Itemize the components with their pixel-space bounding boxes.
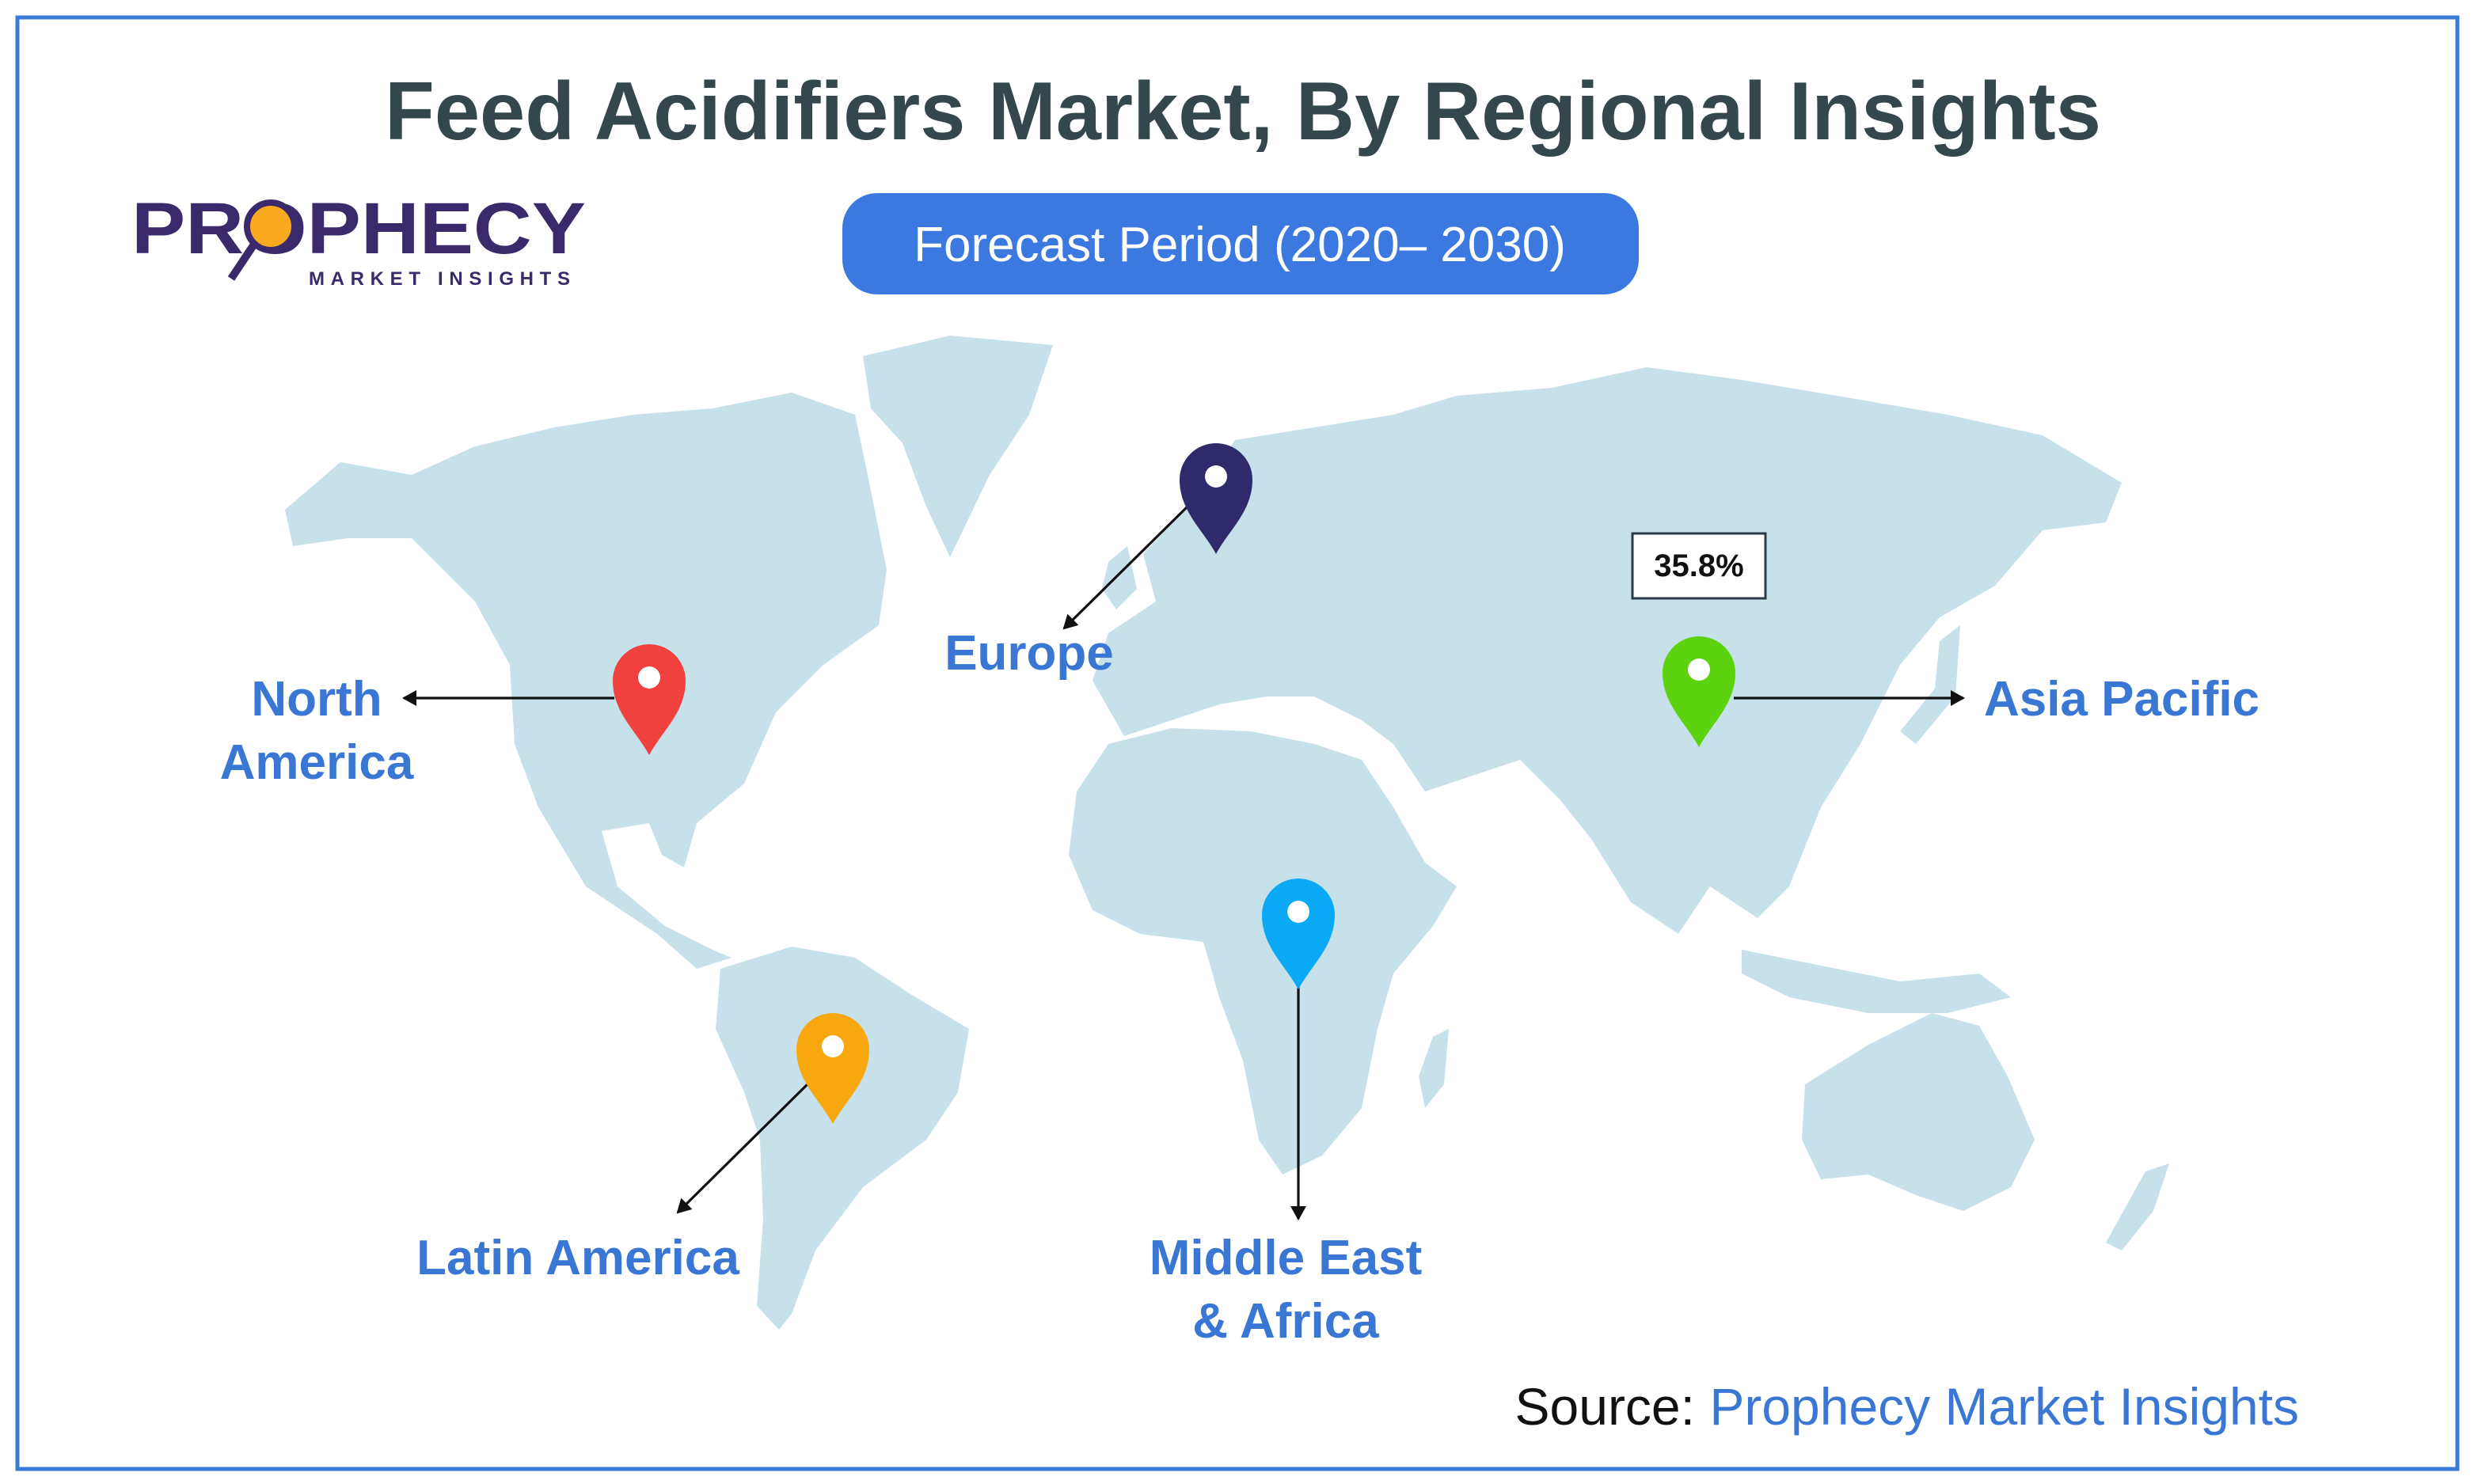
pin-body [1180,443,1252,554]
pin-body [613,644,686,755]
value-box [1631,532,1767,600]
logo: PROPHECY MARKET INSIGHTS [131,188,586,290]
map-pin [1180,443,1252,554]
africa [1069,728,1457,1175]
pins: North America Europe Asia Pacific Latin Amer… [220,443,2259,1349]
forecast: Forecast Period (2020– 2030) [914,218,1566,272]
region-label: North [251,672,382,727]
map-pin [796,1013,869,1124]
world-map [285,336,2169,1330]
pin-dot [638,666,660,689]
pin-dot [1688,659,1710,681]
uk [1102,546,1137,609]
eurasia [1093,367,2122,934]
region-label: Latin America [416,1231,739,1285]
logo-tagline: MARKET INSIGHTS [309,268,570,290]
madagascar [1419,1029,1449,1108]
region-label: America [220,735,414,790]
forecast-pill [842,193,1639,294]
logo-name: PROPHECY [131,188,586,269]
value-label: 35.8% [1654,548,1743,583]
region-label: Europe [944,626,1114,681]
title: Feed Acidifiers Market, By Regional Insi… [385,66,2101,158]
map-pin [1663,636,1735,747]
new-zealand [2106,1163,2169,1251]
pin-body [796,1013,869,1124]
japan [1900,625,1960,744]
source: Source: Prophecy Market Insights [1515,1377,2299,1436]
map-pin [613,644,686,755]
region-label: Middle East [1150,1231,1423,1285]
pointer-arrow [1062,505,1189,630]
greenland [863,336,1053,557]
map-pin [1262,879,1335,989]
region-label: Asia Pacific [1984,672,2259,727]
south-america [716,947,969,1330]
pin-dot [1287,901,1309,923]
source-prefix: Source: [1515,1377,1695,1436]
pin-body [1262,879,1335,989]
australia [1802,1013,2035,1211]
logo-lens [244,199,298,253]
north-america [285,393,887,969]
indonesia [1742,950,2011,1013]
region-label: & Africa [1192,1294,1379,1349]
pin-dot [822,1035,844,1057]
pin-dot [1205,465,1227,488]
pin-body [1663,636,1735,747]
pointer-arrow [676,1080,812,1214]
source-name: Prophecy Market Insights [1709,1377,2299,1436]
logo-handle [227,243,257,281]
